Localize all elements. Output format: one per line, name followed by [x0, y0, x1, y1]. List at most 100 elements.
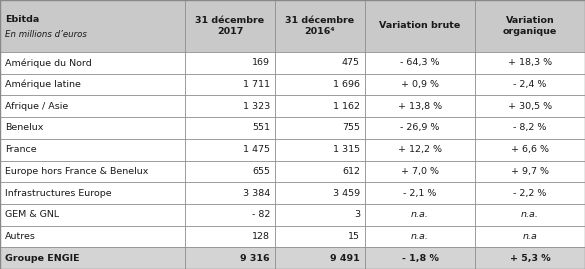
Text: + 18,3 %: + 18,3 % [508, 58, 552, 67]
Text: + 0,9 %: + 0,9 % [401, 80, 439, 89]
Bar [0, 117, 185, 139]
Text: Infrastructures Europe: Infrastructures Europe [5, 189, 112, 197]
Bar [475, 74, 585, 95]
Text: 1 711: 1 711 [243, 80, 270, 89]
Text: Afrique / Asie: Afrique / Asie [5, 102, 68, 111]
Bar [275, 52, 365, 74]
Bar [365, 0, 475, 52]
Bar [0, 74, 185, 95]
Bar [275, 182, 365, 204]
Bar [275, 204, 365, 226]
Text: - 1,8 %: - 1,8 % [401, 254, 438, 263]
Bar [365, 74, 475, 95]
Text: + 7,0 %: + 7,0 % [401, 167, 439, 176]
Text: - 2,2 %: - 2,2 % [513, 189, 547, 197]
Bar [275, 0, 365, 52]
Text: 31 décembre
2016⁴: 31 décembre 2016⁴ [285, 16, 355, 36]
Text: 755: 755 [342, 123, 360, 132]
Bar [475, 95, 585, 117]
Text: - 26,9 %: - 26,9 % [400, 123, 440, 132]
Text: 1 475: 1 475 [243, 145, 270, 154]
Bar [365, 247, 475, 269]
Bar [475, 0, 585, 52]
Text: Europe hors France & Benelux: Europe hors France & Benelux [5, 167, 149, 176]
Text: En millions d’euros: En millions d’euros [5, 30, 87, 39]
Bar [185, 247, 275, 269]
Text: 169: 169 [252, 58, 270, 67]
Bar [365, 117, 475, 139]
Text: Variation
organique: Variation organique [503, 16, 557, 36]
Bar [185, 0, 275, 52]
Text: 612: 612 [342, 167, 360, 176]
Text: 3 384: 3 384 [243, 189, 270, 197]
Bar [275, 74, 365, 95]
Bar [0, 139, 185, 161]
Text: + 13,8 %: + 13,8 % [398, 102, 442, 111]
Bar [185, 161, 275, 182]
Bar [0, 161, 185, 182]
Bar [365, 95, 475, 117]
Text: 15: 15 [348, 232, 360, 241]
Text: 9 316: 9 316 [240, 254, 270, 263]
Text: Amérique du Nord: Amérique du Nord [5, 58, 92, 68]
Text: Benelux: Benelux [5, 123, 43, 132]
Bar [475, 139, 585, 161]
Bar [475, 226, 585, 247]
Bar [365, 161, 475, 182]
Bar [0, 204, 185, 226]
Text: + 6,6 %: + 6,6 % [511, 145, 549, 154]
Bar [475, 247, 585, 269]
Text: 128: 128 [252, 232, 270, 241]
Bar [275, 226, 365, 247]
Text: + 9,7 %: + 9,7 % [511, 167, 549, 176]
Bar [475, 52, 585, 74]
Bar [275, 117, 365, 139]
Bar [0, 247, 185, 269]
Text: n.a.: n.a. [521, 210, 539, 219]
Bar [0, 52, 185, 74]
Bar [185, 74, 275, 95]
Text: n.a.: n.a. [411, 210, 429, 219]
Bar [475, 117, 585, 139]
Text: Amérique latine: Amérique latine [5, 80, 81, 89]
Text: - 82: - 82 [252, 210, 270, 219]
Bar [0, 95, 185, 117]
Text: + 5,3 %: + 5,3 % [510, 254, 550, 263]
Text: n.a: n.a [522, 232, 538, 241]
Text: - 64,3 %: - 64,3 % [400, 58, 440, 67]
Bar [185, 226, 275, 247]
Text: - 2,4 %: - 2,4 % [513, 80, 547, 89]
Text: 1 315: 1 315 [333, 145, 360, 154]
Text: 475: 475 [342, 58, 360, 67]
Bar [185, 95, 275, 117]
Bar [185, 182, 275, 204]
Bar [275, 95, 365, 117]
Text: 551: 551 [252, 123, 270, 132]
Bar [365, 182, 475, 204]
Text: n.a.: n.a. [411, 232, 429, 241]
Text: + 12,2 %: + 12,2 % [398, 145, 442, 154]
Text: 1 162: 1 162 [333, 102, 360, 111]
Bar [185, 139, 275, 161]
Bar [365, 52, 475, 74]
Text: 9 491: 9 491 [331, 254, 360, 263]
Text: - 8,2 %: - 8,2 % [513, 123, 547, 132]
Text: - 2,1 %: - 2,1 % [403, 189, 436, 197]
Bar [365, 204, 475, 226]
Text: 31 décembre
2017: 31 décembre 2017 [195, 16, 264, 36]
Bar [0, 0, 185, 52]
Text: 3: 3 [354, 210, 360, 219]
Bar [185, 117, 275, 139]
Text: 1 323: 1 323 [243, 102, 270, 111]
Bar [185, 204, 275, 226]
Bar [275, 247, 365, 269]
Text: Groupe ENGIE: Groupe ENGIE [5, 254, 80, 263]
Bar [475, 182, 585, 204]
Text: Autres: Autres [5, 232, 36, 241]
Bar [0, 226, 185, 247]
Text: + 30,5 %: + 30,5 % [508, 102, 552, 111]
Text: GEM & GNL: GEM & GNL [5, 210, 59, 219]
Bar [475, 161, 585, 182]
Bar [185, 52, 275, 74]
Text: Ebitda: Ebitda [5, 15, 39, 24]
